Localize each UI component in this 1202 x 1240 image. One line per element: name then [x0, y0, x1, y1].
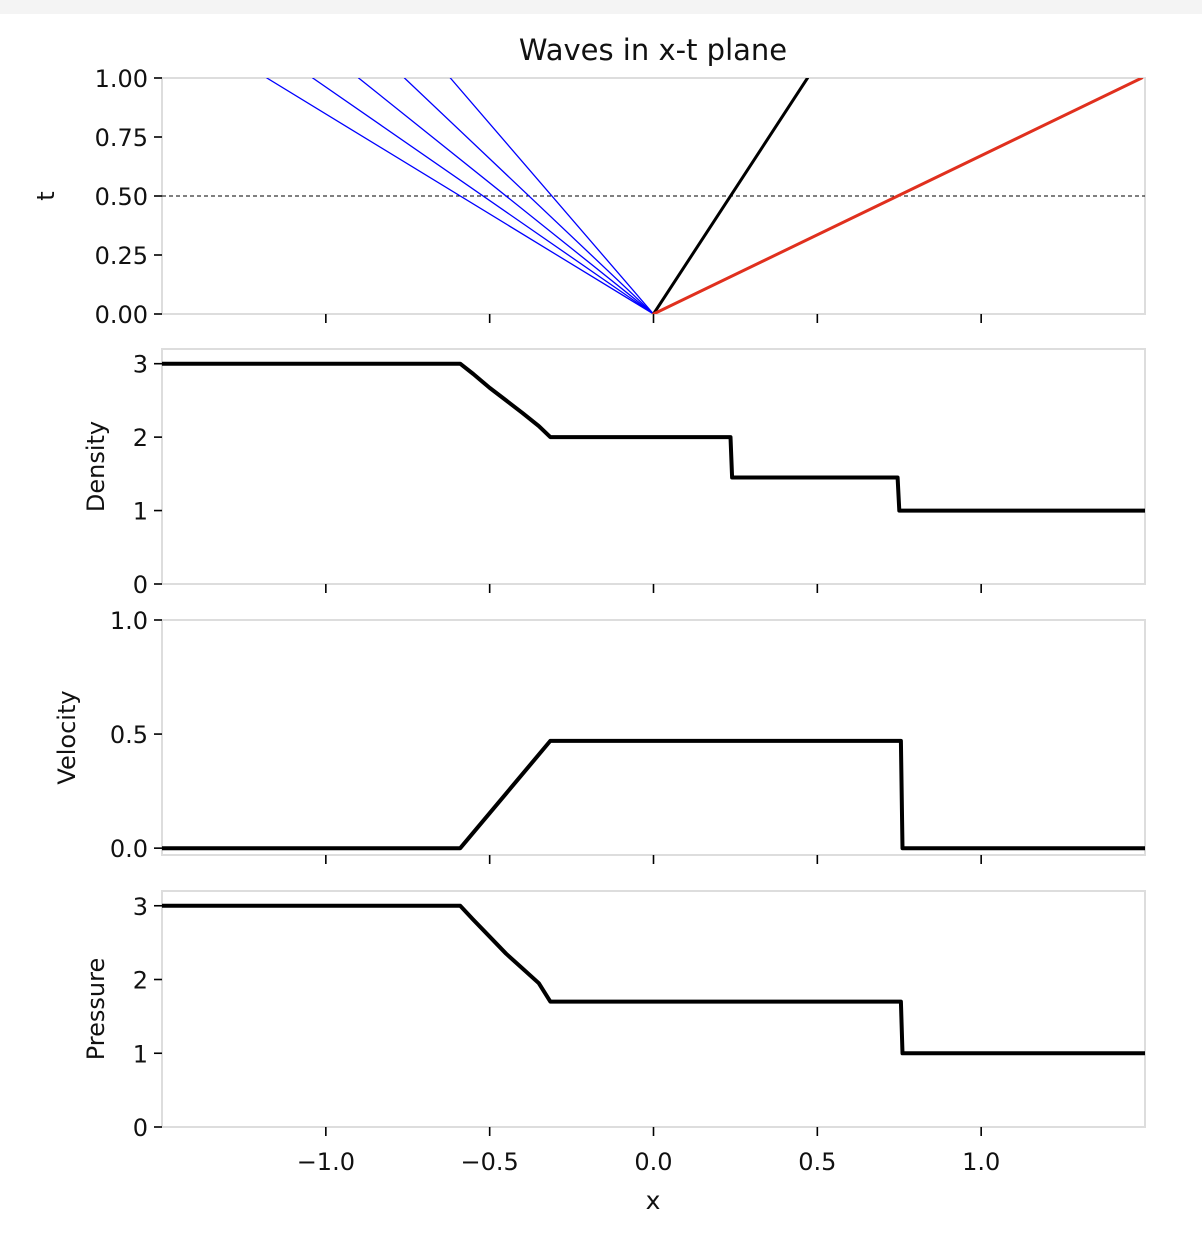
y-tick-label: 0.75 — [95, 124, 148, 152]
y-tick-label: 0.25 — [95, 242, 148, 270]
profile-line — [162, 903, 1145, 1056]
y-tick-label: 2 — [133, 424, 148, 452]
x-tick-label: 1.0 — [962, 1148, 1000, 1176]
y-tick-label: 0 — [133, 1114, 148, 1142]
plot-data — [162, 738, 1145, 851]
y-tick-label: 1 — [133, 498, 148, 526]
y-tick-label: 3 — [133, 351, 148, 379]
x-tick-label: 0.0 — [634, 1148, 672, 1176]
y-tick-label: 0.5 — [110, 721, 148, 749]
y-tick-label: 2 — [133, 967, 148, 995]
profile-line — [162, 738, 1145, 851]
window-top-strip — [0, 0, 1202, 14]
y-axis-label: Velocity — [53, 690, 81, 784]
y-tick-label: 0.00 — [95, 301, 148, 329]
rarefaction-wave-line — [312, 78, 655, 314]
y-axis-label: Pressure — [82, 958, 110, 1060]
density-plot: 0 1 2 3 Density — [82, 348, 1146, 599]
y-tick-label: 1.0 — [110, 607, 148, 635]
contact-wave-line — [652, 78, 810, 314]
pressure-plot: 0 1 2 3 −1.0 −0.5 0.0 0.5 1.0 Pressure — [82, 890, 1146, 1176]
plot-frame — [161, 348, 1146, 585]
rarefaction-wave-line — [357, 78, 655, 314]
y-tick-label: 0.0 — [110, 835, 148, 863]
y-tick-label: 1 — [133, 1040, 148, 1068]
shock-wave-line — [652, 78, 1144, 314]
y-axis-label: t — [32, 191, 60, 200]
y-tick-label: 3 — [133, 893, 148, 921]
rarefaction-wave-line — [449, 78, 655, 314]
plot-frame — [161, 619, 1146, 856]
y-tick-label: 0 — [133, 571, 148, 599]
plot-data — [162, 78, 1145, 314]
rarefaction-wave-line — [403, 78, 655, 314]
wave-plot: 0.00 0.25 0.50 0.75 1.00 t — [32, 65, 1146, 329]
profile-line — [162, 361, 1145, 513]
y-axis-label: Density — [82, 421, 110, 512]
plot-frame — [161, 890, 1146, 1128]
x-tick-label: −0.5 — [461, 1148, 519, 1176]
y-tick-label: 0.50 — [95, 183, 148, 211]
plot-data — [162, 903, 1145, 1056]
x-axis-label: x — [646, 1186, 661, 1215]
chart-title: Waves in x-t plane — [519, 33, 787, 67]
plot-data — [162, 361, 1145, 513]
x-tick-label: −1.0 — [297, 1148, 355, 1176]
x-tick-label: 0.5 — [798, 1148, 836, 1176]
y-tick-label: 1.00 — [95, 65, 148, 93]
velocity-plot: 0.0 0.5 1.0 Velocity — [53, 607, 1146, 864]
rarefaction-wave-line — [266, 78, 655, 314]
